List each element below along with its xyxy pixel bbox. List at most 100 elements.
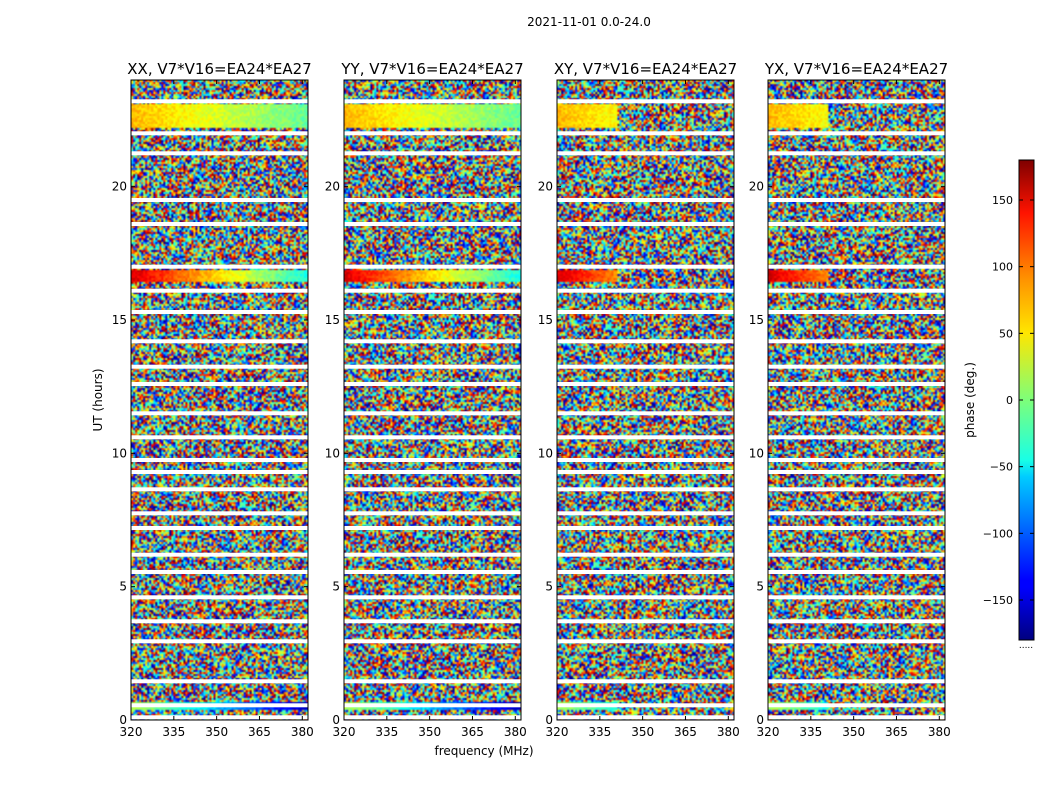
flagged-row [131,703,308,708]
flagged-row [131,639,308,644]
flagged-row [768,382,945,386]
flagged-row [557,151,734,156]
x-tick-label: 365 [461,725,484,739]
y-tick-label: 15 [112,313,127,327]
panel-yy: YY, V7*V16=EA24*EA27 320 335 350 365 380 0 5 10 1… [325,60,527,739]
flagged-row [768,264,945,269]
flagged-row [344,151,521,156]
flagged-row [768,526,945,530]
panel-frame [130,79,309,721]
colorbar-tick-label: −50 [990,461,1013,474]
y-tick-label: 0 [756,713,764,727]
colorbar-tick-label: −100 [983,527,1013,540]
flagged-row [768,470,945,474]
flagged-row [768,595,945,600]
flagged-row [131,310,308,314]
flagged-row [557,595,734,600]
figure-title: 2021-11-01 0.0-24.0 [527,15,651,29]
flagged-row [557,382,734,386]
flagged-row [131,382,308,386]
x-tick-label: 320 [757,725,780,739]
flagged-row [131,470,308,474]
y-tick-label: 15 [538,313,553,327]
y-tick-label: 0 [332,713,340,727]
phase-image [131,80,308,720]
y-tick-label: 20 [112,180,127,194]
y-tick-label: 5 [119,580,127,594]
flagged-row [768,339,945,344]
flagged-row [344,131,521,136]
flagged-row [768,131,945,136]
flagged-row [344,310,521,314]
flagged-row [768,198,945,202]
panel-yx: YX, V7*V16=EA24*EA27 320 335 350 365 380 0 5 10 1… [749,60,951,739]
y-tick-label: 5 [756,580,764,594]
flagged-row [768,679,945,684]
x-tick-label: 380 [717,725,740,739]
flagged-row [557,679,734,684]
flagged-row [557,339,734,344]
flagged-row [344,715,521,720]
y-tick-label: 5 [332,580,340,594]
colorbar-tick-label: 150 [992,194,1013,207]
colorbar-ticks: 150 100 50 0 −50 −100 −150 [983,194,1034,607]
flagged-row [557,99,734,104]
flagged-row [131,131,308,136]
flagged-row [768,570,945,574]
flagged-row [131,151,308,156]
flagged-row [131,715,308,720]
y-tick-label: 10 [112,446,127,460]
x-tick-label: 350 [418,725,441,739]
panel-xx: XX, V7*V16=EA24*EA27 320 335 350 365 380 0 5 10 1… [112,60,314,739]
x-tick-label: 335 [162,725,185,739]
panel-frame [767,79,946,721]
flagged-row [131,595,308,600]
y-tick-label: 20 [325,180,340,194]
flagged-row [344,222,521,226]
y-tick-label: 10 [538,446,553,460]
flagged-row [344,470,521,474]
x-axis-label: frequency (MHz) [434,744,533,758]
flagged-row [557,526,734,530]
flagged-row [557,222,734,226]
flagged-row [344,339,521,344]
flagged-row [768,715,945,720]
flagged-row [131,99,308,104]
colorbar-tick-label: 0 [1006,394,1013,407]
flagged-row [557,131,734,136]
y-tick-label: 15 [325,313,340,327]
x-tick-label: 365 [674,725,697,739]
flagged-row [131,570,308,574]
flagged-row [557,715,734,720]
panel-title: YY, V7*V16=EA24*EA27 [340,60,523,78]
colorbar-tick-label: 100 [992,261,1013,274]
flagged-row [768,619,945,624]
flagged-row [344,703,521,708]
flagged-row [344,288,521,293]
flagged-row [557,310,734,314]
y-tick-label: 10 [749,446,764,460]
flagged-row [131,198,308,202]
flagged-row [557,511,734,516]
flagged-row [768,288,945,293]
colorbar-tick-label: −150 [983,594,1013,607]
flagged-row [768,435,945,440]
flagged-row [557,288,734,293]
flagged-row [344,435,521,440]
flagged-row [131,679,308,684]
flagged-row [557,470,734,474]
flagged-row [131,339,308,344]
flagged-row [344,458,521,462]
colorbar-tick-label: 50 [999,327,1013,340]
flagged-row [768,703,945,708]
y-tick-label: 20 [538,180,553,194]
panel-xy: XY, V7*V16=EA24*EA27 320 335 350 365 380 0 5 10 1… [538,60,740,739]
x-tick-label: 380 [504,725,527,739]
x-tick-label: 335 [799,725,822,739]
y-axis-label: UT (hours) [91,368,105,431]
flagged-row [768,310,945,314]
phase-image [557,80,734,720]
panel-title: XY, V7*V16=EA24*EA27 [554,60,737,78]
